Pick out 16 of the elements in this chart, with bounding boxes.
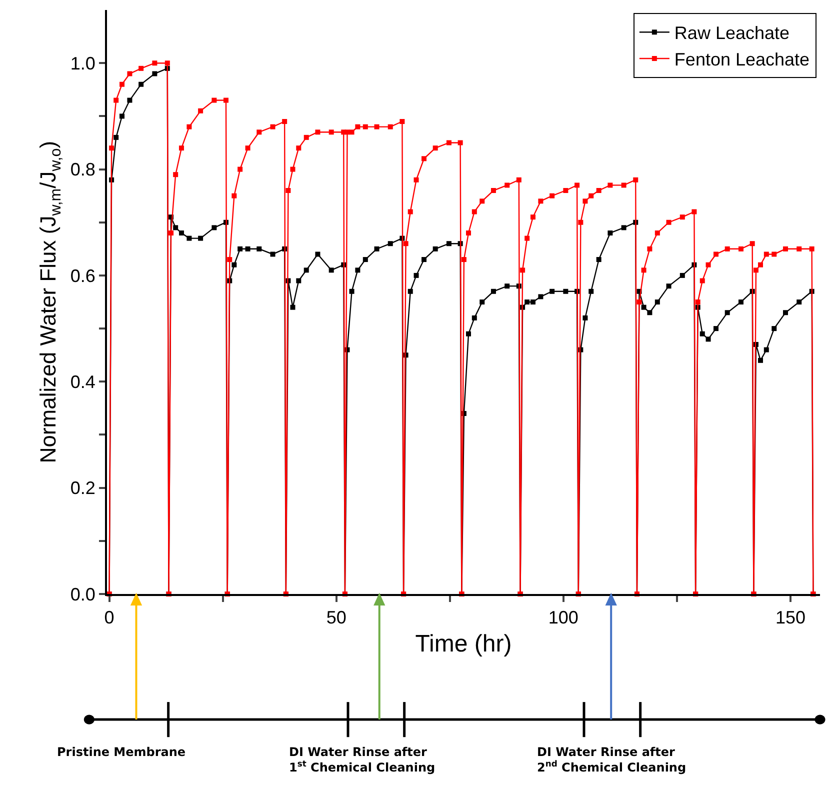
- y-tick-label: 0.8: [70, 160, 96, 180]
- legend-label: Raw Leachate: [674, 23, 790, 44]
- x-tick-label: 0: [104, 608, 114, 628]
- text: Pristine Membrane: [57, 745, 186, 759]
- x-axis-title: Time (hr): [415, 630, 512, 658]
- x-tick-label: 50: [326, 608, 346, 628]
- y-tick-label: 0.6: [70, 266, 96, 286]
- text: DI Water Rinse after 2$^{nd}$ Chemical Cleaning: [537, 745, 686, 775]
- y-tick-label: 0.0: [70, 584, 96, 604]
- y-tick-label: 0.4: [70, 372, 96, 392]
- y-tick-label: 0.2: [70, 478, 96, 498]
- x-tick-label: 150: [775, 608, 806, 628]
- text: DI Water Rinse after 1$^{st}$ Chemical Cleaning: [289, 745, 436, 775]
- y-tick-label: 1.0: [70, 53, 96, 74]
- legend-label: Fenton Leachate: [674, 50, 810, 70]
- x-tick-label: 100: [548, 608, 578, 628]
